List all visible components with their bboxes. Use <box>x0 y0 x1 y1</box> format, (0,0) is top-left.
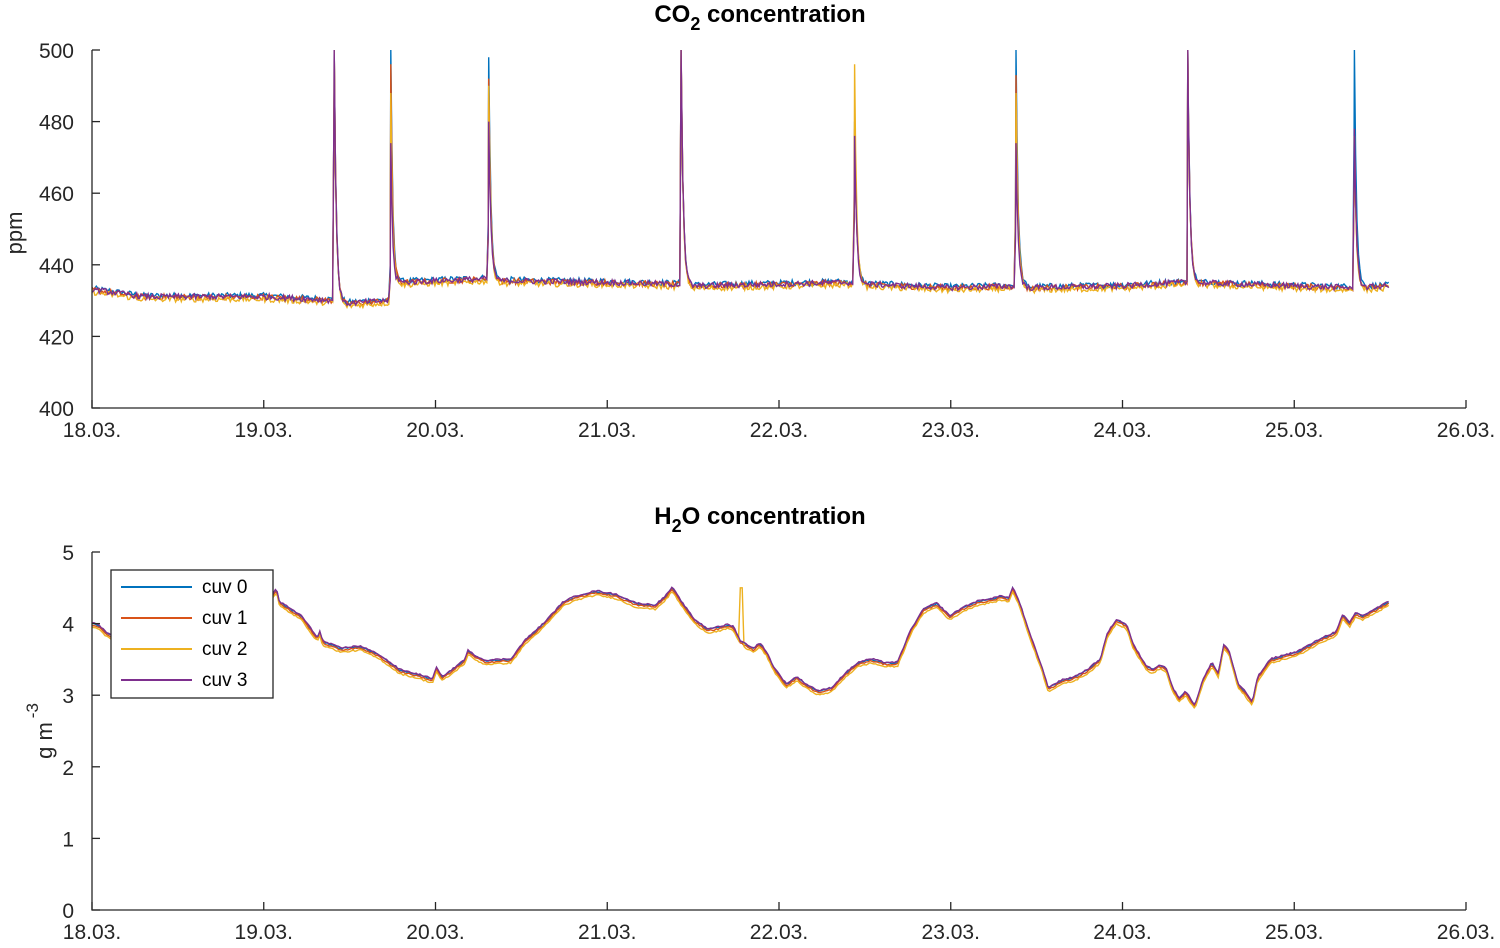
x-tick-label: 24.03. <box>1093 921 1151 944</box>
y-tick-label: 480 <box>39 112 74 135</box>
y-tick-label: 5 <box>62 542 74 565</box>
x-tick-label: 19.03. <box>235 921 293 944</box>
h2o-series-group <box>92 585 1390 709</box>
x-tick-label: 19.03. <box>235 419 293 442</box>
y-tick-label: 500 <box>39 40 74 63</box>
x-tick-label: 23.03. <box>922 921 980 944</box>
legend-box <box>110 569 274 699</box>
legend-label-cuv3: cuv 3 <box>202 670 247 691</box>
y-tick-label: 400 <box>39 398 74 421</box>
co2-series-cuv1 <box>92 49 1390 307</box>
x-tick-label: 21.03. <box>578 419 636 442</box>
x-tick-label: 26.03. <box>1437 419 1495 442</box>
y-tick-label: 420 <box>39 326 74 349</box>
y-tick-label: 2 <box>62 757 74 780</box>
y-tick-label: 460 <box>39 183 74 206</box>
h2o-axes <box>91 552 1466 911</box>
h2o-ticks: 18.03. 19.03. 20.03. 21.03. 22.03. 23.03. 24.0… <box>62 542 1495 944</box>
y-tick-label: 0 <box>62 900 74 923</box>
co2-ticks: 18.03. 19.03. 20.03. 21.03. 22.03. 23.03. 24.0… <box>39 40 1495 442</box>
legend-label-cuv2: cuv 2 <box>202 639 247 660</box>
legend: cuv 0 cuv 1 cuv 2 cuv 3 <box>110 569 274 699</box>
co2-axes <box>91 50 1466 409</box>
x-tick-label: 21.03. <box>578 921 636 944</box>
co2-series-cuv0 <box>92 49 1390 306</box>
x-tick-label: 26.03. <box>1437 921 1495 944</box>
y-tick-label: 3 <box>62 685 74 708</box>
co2-y-axis-label: ppm <box>2 212 27 255</box>
legend-label-cuv0: cuv 0 <box>202 577 247 598</box>
co2-series-group <box>92 49 1390 310</box>
x-tick-label: 20.03. <box>406 419 464 442</box>
y-tick-label: 4 <box>62 614 74 637</box>
x-tick-label: 25.03. <box>1265 921 1323 944</box>
y-tick-label: 440 <box>39 255 74 278</box>
y-tick-label: 1 <box>62 828 74 851</box>
legend-label-cuv1: cuv 1 <box>202 608 247 629</box>
x-tick-label: 22.03. <box>750 419 808 442</box>
x-tick-label: 18.03. <box>63 921 121 944</box>
x-tick-label: 23.03. <box>922 419 980 442</box>
co2-chart: CO2 concentration ppm 18.03. 19.03. 20.03.… <box>2 1 1495 442</box>
h2o-chart: H2O concentration g m-3 18.03. 19.03. 20.0… <box>23 503 1495 944</box>
x-tick-label: 20.03. <box>406 921 464 944</box>
x-tick-label: 18.03. <box>63 419 121 442</box>
x-tick-label: 22.03. <box>750 921 808 944</box>
x-tick-label: 24.03. <box>1093 419 1151 442</box>
co2-series-cuv3 <box>92 49 1390 307</box>
h2o-series-cuv3 <box>92 585 1389 706</box>
x-tick-label: 25.03. <box>1265 419 1323 442</box>
h2o-chart-title: H2O concentration <box>654 503 865 536</box>
co2-chart-title: CO2 concentration <box>654 1 865 34</box>
h2o-series-cuv2 <box>92 587 1390 709</box>
h2o-y-axis-label: g m-3 <box>23 703 57 759</box>
